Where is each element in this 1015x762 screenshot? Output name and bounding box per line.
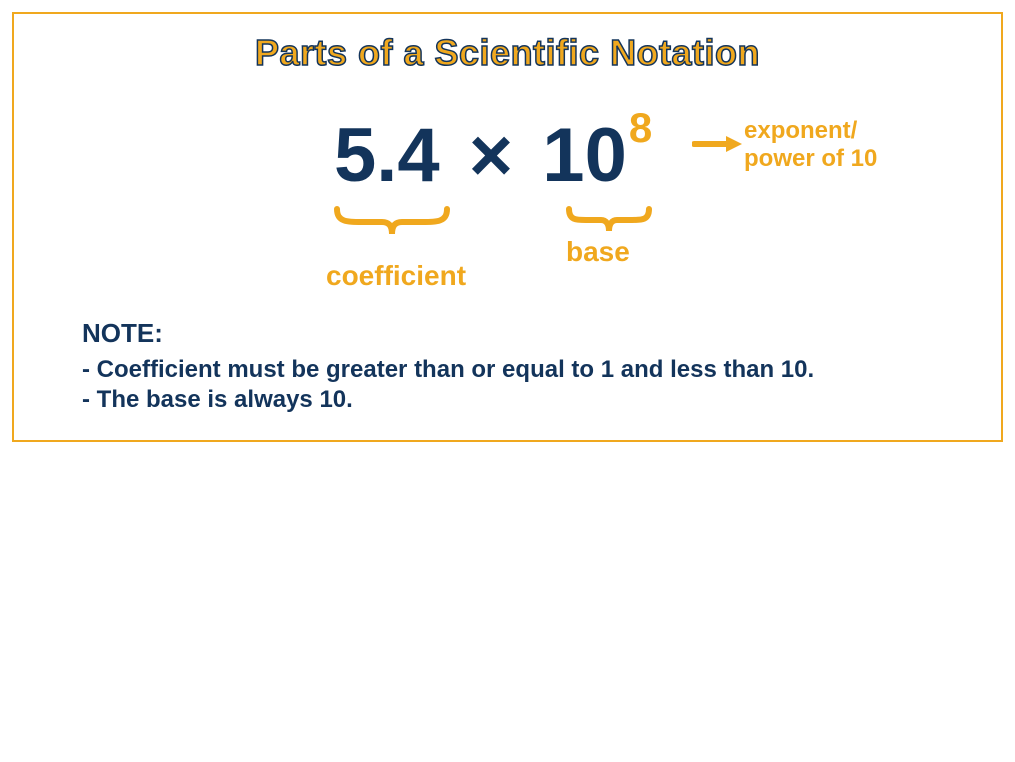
notation-area: 5.4 × 108 coefficient base exponent/ pow…	[14, 112, 1001, 292]
main-container: Parts of a Scientific Notation 5.4 × 108…	[12, 12, 1003, 442]
note-line-1: - Coefficient must be greater than or eq…	[82, 355, 814, 385]
note-heading: NOTE:	[82, 318, 814, 349]
exponent-label: exponent/ power of 10	[744, 117, 877, 172]
scientific-notation: 5.4 × 108	[334, 112, 652, 199]
coefficient-value: 5.4	[334, 112, 440, 199]
coefficient-label: coefficient	[326, 260, 466, 292]
base-label: base	[566, 236, 630, 268]
exponent-label-line2: power of 10	[744, 145, 877, 173]
exponent-value: 8	[629, 104, 652, 152]
brace-base-icon	[564, 204, 654, 239]
note-section: NOTE: - Coefficient must be greater than…	[82, 318, 814, 415]
multiply-symbol: ×	[469, 112, 513, 199]
brace-coefficient-icon	[332, 204, 452, 244]
arrow-icon	[692, 134, 742, 154]
page-title: Parts of a Scientific Notation	[14, 32, 1001, 74]
note-line-2: - The base is always 10.	[82, 385, 814, 415]
base-value: 10	[542, 112, 627, 199]
exponent-label-line1: exponent/	[744, 117, 877, 145]
